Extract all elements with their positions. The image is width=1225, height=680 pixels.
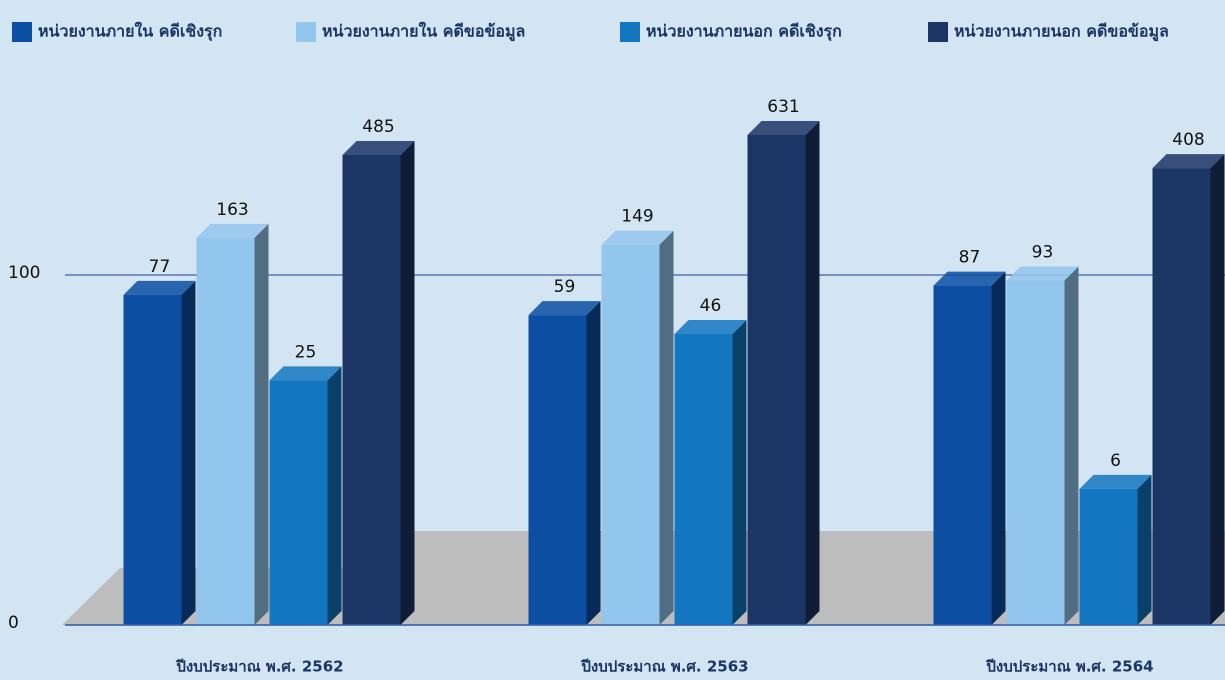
bar-side — [1137, 474, 1152, 625]
legend-label: หน่วยงานภายใน คดีเชิงรุก — [38, 22, 222, 42]
bar-side — [732, 320, 747, 625]
x-tick-label: ปีงบประมาณ พ.ศ. 2564 — [985, 658, 1153, 676]
legend-swatch — [12, 22, 32, 42]
value-label: 93 — [1032, 243, 1054, 263]
value-label: 163 — [216, 200, 248, 220]
bar-side — [991, 271, 1006, 625]
bar-top — [123, 280, 196, 295]
bar — [1152, 168, 1211, 626]
value-label: 149 — [621, 207, 653, 227]
bar-top — [1006, 266, 1079, 281]
value-label: 485 — [362, 117, 394, 137]
value-label: 25 — [295, 342, 317, 362]
x-tick-label: ปีงบประมาณ พ.ศ. 2562 — [175, 658, 343, 676]
bar — [1006, 280, 1065, 625]
legend-label: หน่วยงานภายใน คดีขอข้อมูล — [322, 22, 525, 43]
value-label: 46 — [700, 296, 722, 316]
value-label: 87 — [959, 248, 981, 268]
value-label: 631 — [767, 97, 799, 117]
bar-side — [586, 301, 601, 625]
legend-swatch — [620, 22, 640, 42]
bar-top — [342, 140, 415, 155]
bar-top — [196, 223, 269, 238]
bar-side — [181, 280, 196, 625]
bar — [528, 315, 587, 625]
value-label: 408 — [1172, 130, 1204, 150]
bar — [123, 294, 182, 625]
bar — [933, 285, 992, 625]
legend-swatch — [296, 22, 316, 42]
bar-side — [327, 366, 342, 625]
bar-top — [674, 320, 747, 335]
bar-top — [528, 301, 601, 316]
y-tick-label: 100 — [8, 263, 40, 283]
bar-side — [254, 223, 269, 625]
bar-top — [269, 366, 342, 381]
bar-top — [1079, 474, 1152, 489]
bar — [342, 154, 401, 626]
bar — [601, 244, 660, 626]
bar — [269, 380, 328, 625]
bar — [1079, 488, 1138, 625]
y-tick-label: 0 — [8, 613, 19, 633]
bar — [747, 134, 806, 625]
legend-swatch — [928, 22, 948, 42]
bar-top — [747, 120, 820, 135]
bar-side — [805, 120, 820, 625]
bar-top — [933, 271, 1006, 286]
value-label: 59 — [554, 277, 576, 297]
bar-top — [601, 230, 674, 245]
bar-top — [1152, 154, 1225, 169]
bar-side — [659, 230, 674, 626]
bar-side — [400, 140, 415, 626]
value-label: 77 — [149, 257, 171, 277]
bar-side — [1210, 154, 1225, 626]
bar — [674, 334, 733, 625]
legend-label: หน่วยงานภายนอก คดีเชิงรุก — [646, 22, 842, 42]
value-label: 6 — [1110, 451, 1121, 471]
legend-label: หน่วยงานภายนอก คดีขอข้อมูล — [954, 22, 1169, 43]
bar — [196, 237, 255, 625]
bar-side — [1064, 266, 1079, 625]
x-tick-label: ปีงบประมาณ พ.ศ. 2563 — [580, 658, 748, 676]
